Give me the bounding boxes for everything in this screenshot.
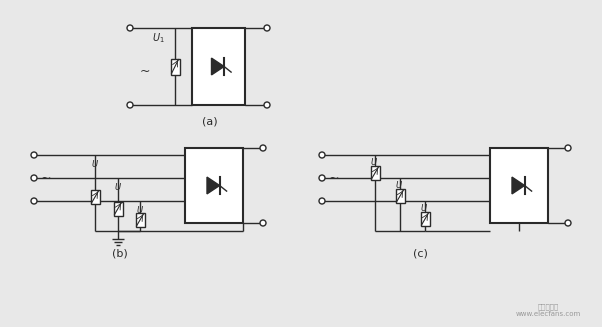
- Circle shape: [31, 152, 37, 158]
- Text: ~: ~: [140, 65, 150, 78]
- Text: ~: ~: [329, 171, 340, 184]
- Bar: [421, 212, 429, 226]
- Bar: [490, 148, 548, 223]
- Bar: [185, 148, 243, 223]
- Text: U: U: [115, 183, 121, 192]
- Text: U: U: [137, 206, 143, 215]
- Text: U: U: [92, 160, 98, 169]
- Bar: [192, 28, 245, 105]
- Circle shape: [127, 102, 133, 108]
- Circle shape: [319, 175, 325, 181]
- Text: U: U: [421, 204, 427, 213]
- Polygon shape: [512, 177, 524, 194]
- Text: U: U: [396, 181, 402, 190]
- Text: (b): (b): [112, 248, 128, 258]
- Bar: [370, 166, 379, 180]
- Bar: [114, 201, 122, 215]
- Circle shape: [127, 25, 133, 31]
- Circle shape: [565, 220, 571, 226]
- Polygon shape: [211, 58, 224, 75]
- Circle shape: [260, 145, 266, 151]
- Circle shape: [319, 152, 325, 158]
- Bar: [170, 59, 179, 75]
- Circle shape: [31, 175, 37, 181]
- Circle shape: [319, 198, 325, 204]
- Polygon shape: [207, 177, 220, 194]
- Circle shape: [565, 145, 571, 151]
- Circle shape: [264, 25, 270, 31]
- Text: 电子发烧友
www.elecfans.com: 电子发烧友 www.elecfans.com: [515, 303, 580, 317]
- Bar: [396, 189, 405, 203]
- Bar: [135, 213, 144, 227]
- Text: (a): (a): [202, 116, 218, 126]
- Bar: [90, 190, 99, 204]
- Text: (c): (c): [412, 248, 427, 258]
- Text: ~: ~: [41, 171, 51, 184]
- Text: U: U: [371, 158, 377, 167]
- Circle shape: [31, 198, 37, 204]
- Circle shape: [264, 102, 270, 108]
- Text: $U_1$: $U_1$: [152, 31, 164, 45]
- Circle shape: [260, 220, 266, 226]
